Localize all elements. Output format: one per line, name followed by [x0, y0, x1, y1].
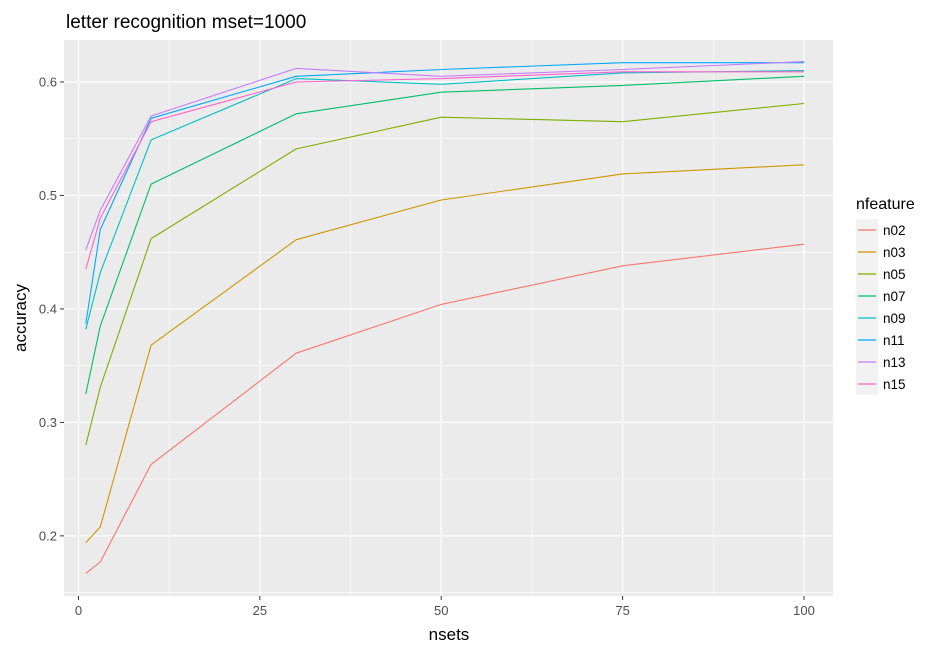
series-line-n15: [85, 71, 804, 270]
legend-label-n02: n02: [883, 223, 906, 238]
chart-title: letter recognition mset=1000: [66, 12, 306, 33]
minor-gridlines: [64, 40, 833, 596]
y-tick-label: 0.3: [39, 415, 57, 430]
legend: nfeature n02 n03 n05 n07 n09 n11 n13 n15: [856, 196, 915, 395]
x-axis-ticks: 0 25 50 75 100: [75, 596, 815, 618]
series-line-n11: [85, 62, 804, 324]
y-axis-title: accuracy: [11, 283, 30, 352]
x-tick-label: 0: [75, 603, 82, 618]
x-tick-label: 75: [615, 603, 629, 618]
series-lines: [85, 61, 805, 574]
x-tick-label: 100: [793, 603, 815, 618]
series-line-n07: [85, 75, 805, 395]
y-tick-label: 0.2: [39, 528, 57, 543]
series-line-n09: [85, 70, 805, 330]
y-tick-label: 0.6: [39, 74, 57, 89]
series-line-n02: [85, 243, 805, 574]
y-axis-ticks: 0.2 0.3 0.4 0.5 0.6: [39, 74, 64, 543]
legend-label-n09: n09: [883, 311, 906, 326]
plot-panel: [64, 40, 833, 596]
x-tick-label: 25: [253, 603, 267, 618]
legend-label-n03: n03: [883, 245, 906, 260]
y-tick-label: 0.5: [39, 188, 57, 203]
legend-label-n15: n15: [883, 377, 906, 392]
legend-label-n11: n11: [883, 333, 905, 348]
series-line-n05: [85, 102, 805, 446]
y-tick-label: 0.4: [39, 301, 57, 316]
series-line-n13: [85, 61, 805, 251]
series-line-n03: [85, 164, 805, 544]
major-gridlines: [64, 40, 833, 596]
x-axis-title: nsets: [429, 625, 470, 644]
x-tick-label: 50: [434, 603, 448, 618]
legend-label-n07: n07: [883, 289, 906, 304]
legend-title: nfeature: [856, 196, 915, 213]
legend-label-n05: n05: [883, 267, 906, 282]
legend-label-n13: n13: [883, 355, 906, 370]
